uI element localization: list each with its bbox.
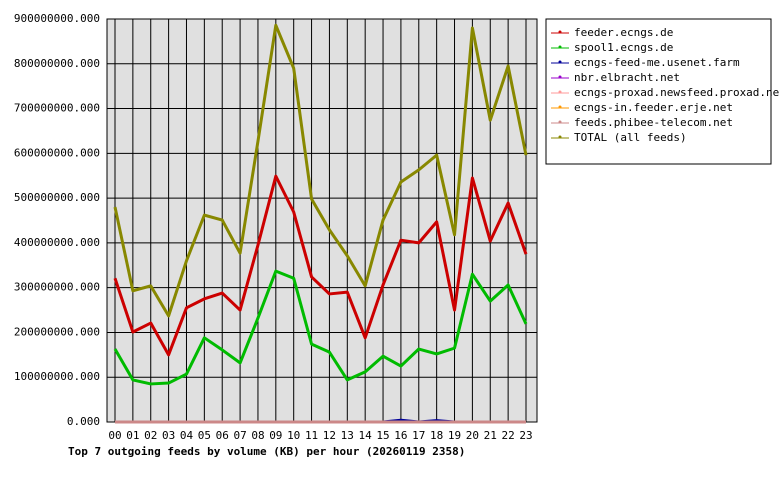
- x-tick-label: 16: [394, 429, 407, 442]
- y-tick-label: 900000000.000: [14, 12, 100, 25]
- x-tick-label: 10: [287, 429, 300, 442]
- y-tick-label: 400000000.000: [14, 236, 100, 249]
- x-tick-label: 05: [198, 429, 211, 442]
- y-tick-label: 200000000.000: [14, 325, 100, 338]
- x-tick-label: 08: [251, 429, 264, 442]
- x-tick-label: 21: [484, 429, 497, 442]
- legend-marker: [558, 105, 562, 109]
- series-line: [113, 23, 528, 318]
- x-tick-label: 01: [126, 429, 139, 442]
- legend-marker: [558, 135, 562, 139]
- legend-label: spool1.ecngs.de: [574, 41, 673, 54]
- x-tick-label: 06: [216, 429, 229, 442]
- x-tick-label: 12: [323, 429, 336, 442]
- legend-label: ecngs-in.feeder.erje.net: [574, 101, 733, 114]
- y-tick-label: 600000000.000: [14, 146, 100, 159]
- series-line: [113, 269, 528, 386]
- x-tick-label: 22: [502, 429, 515, 442]
- legend-label: nbr.elbracht.net: [574, 71, 680, 84]
- legend-label: feeder.ecngs.de: [574, 26, 673, 39]
- x-tick-label: 04: [180, 429, 194, 442]
- x-tick-label: 18: [430, 429, 443, 442]
- x-tick-label: 09: [269, 429, 282, 442]
- legend-box: [545, 18, 772, 165]
- legend-marker: [558, 75, 562, 79]
- x-tick-label: 07: [233, 429, 246, 442]
- x-tick-label: 13: [341, 429, 354, 442]
- y-tick-label: 700000000.000: [14, 102, 100, 115]
- x-tick-label: 23: [519, 429, 532, 442]
- legend-label: ecngs-proxad.newsfeed.proxad.net: [574, 86, 780, 99]
- legend-marker: [558, 60, 562, 64]
- y-tick-label: 300000000.000: [14, 281, 100, 294]
- legend-label: TOTAL (all feeds): [574, 131, 687, 144]
- x-tick-label: 17: [412, 429, 425, 442]
- x-tick-label: 03: [162, 429, 175, 442]
- x-tick-label: 20: [466, 429, 479, 442]
- x-tick-label: 14: [359, 429, 373, 442]
- legend-marker: [558, 45, 562, 49]
- x-tick-label: 02: [144, 429, 157, 442]
- legend-label: feeds.phibee-telecom.net: [574, 116, 733, 129]
- chart-title: Top 7 outgoing feeds by volume (KB) per …: [68, 445, 465, 458]
- y-tick-label: 500000000.000: [14, 191, 100, 204]
- series-line: [113, 174, 528, 357]
- x-tick-label: 11: [305, 429, 318, 442]
- y-tick-label: 0.000: [67, 415, 100, 428]
- x-tick-label: 19: [448, 429, 461, 442]
- x-tick-label: 00: [108, 429, 121, 442]
- y-tick-label: 100000000.000: [14, 370, 100, 383]
- y-tick-label: 800000000.000: [14, 57, 100, 70]
- x-tick-label: 15: [376, 429, 389, 442]
- legend-label: ecngs-feed-me.usenet.farm: [574, 56, 740, 69]
- legend-marker: [558, 120, 562, 124]
- legend-marker: [558, 30, 562, 34]
- legend-marker: [558, 90, 562, 94]
